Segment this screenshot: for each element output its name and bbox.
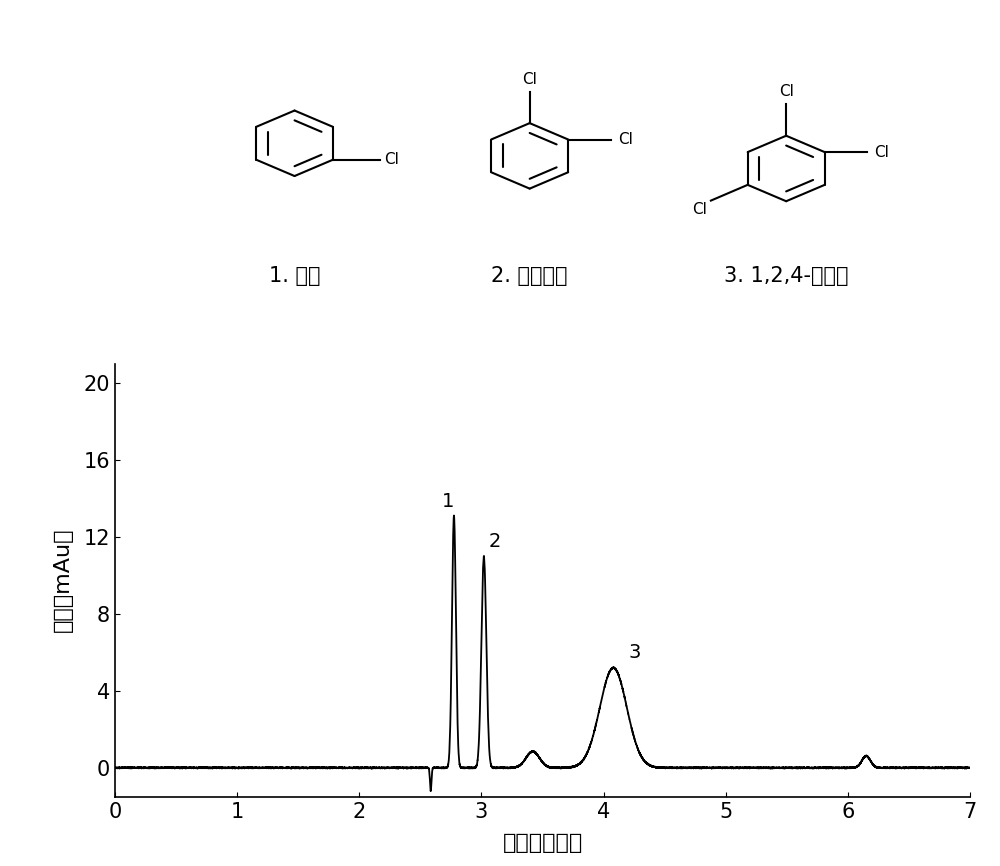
Text: 1. 氯苯: 1. 氯苯 bbox=[269, 266, 320, 286]
Text: Cl: Cl bbox=[522, 72, 537, 87]
Text: 3: 3 bbox=[628, 643, 640, 662]
Text: Cl: Cl bbox=[618, 132, 633, 147]
Y-axis label: 吸收（mAu）: 吸收（mAu） bbox=[52, 528, 72, 632]
Text: 2. 邻二氯苯: 2. 邻二氯苯 bbox=[491, 266, 568, 286]
Text: Cl: Cl bbox=[384, 152, 399, 167]
Text: Cl: Cl bbox=[692, 203, 707, 217]
Text: Cl: Cl bbox=[874, 145, 889, 159]
Text: 1: 1 bbox=[442, 492, 455, 511]
Text: 3. 1,2,4-三氯苯: 3. 1,2,4-三氯苯 bbox=[724, 266, 848, 286]
Text: 2: 2 bbox=[489, 533, 501, 552]
X-axis label: 时间（分钟）: 时间（分钟） bbox=[502, 833, 583, 853]
Text: Cl: Cl bbox=[779, 84, 794, 100]
